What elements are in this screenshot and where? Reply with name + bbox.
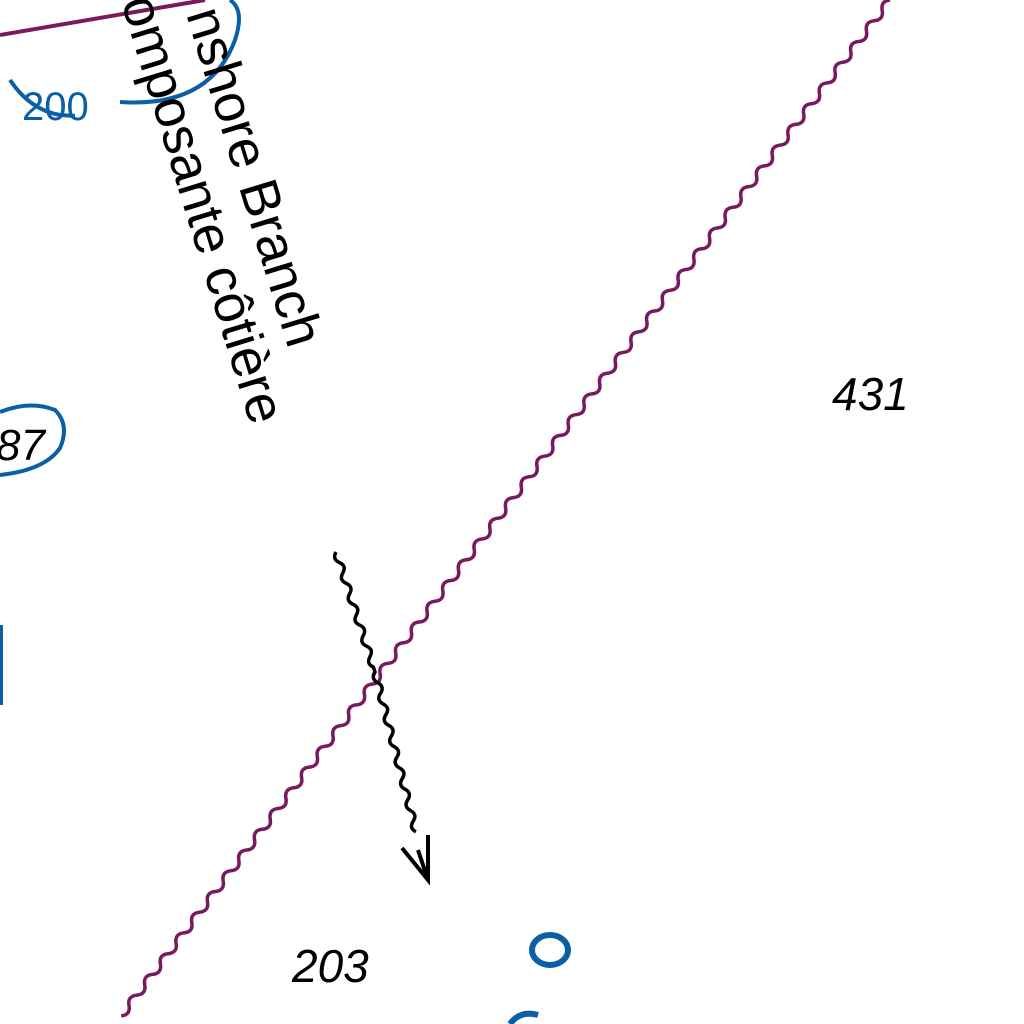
contour-label-200: 200 (22, 85, 89, 129)
sounding-431: 431 (832, 368, 909, 420)
boundary-line-top (0, 0, 206, 37)
contour-fragment-bottom (507, 1010, 539, 1024)
contour-ring-87 (0, 403, 66, 477)
contour-ring-200 (8, 0, 241, 118)
current-line (332, 551, 417, 834)
contour-ring-small (529, 932, 571, 968)
sounding-203: 203 (291, 940, 369, 992)
boundary-line-diagonal (120, 0, 891, 1018)
current-arrow-icon (400, 835, 430, 886)
contour-label-87: 87 (0, 421, 46, 470)
